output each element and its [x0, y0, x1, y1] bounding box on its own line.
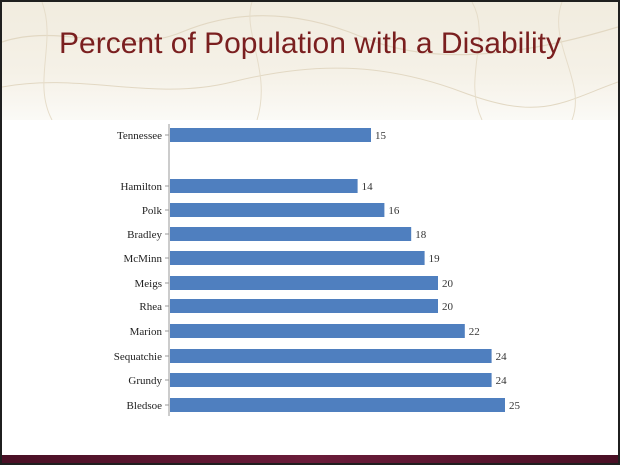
category-label: Grundy	[128, 375, 162, 387]
category-label: Hamilton	[120, 181, 162, 193]
bar-chart: Tennessee 15 Hamilton 14 Polk 16 Bradley 18 McMi…	[114, 124, 521, 416]
footer-bar	[2, 455, 618, 463]
bar-sequatchie	[170, 349, 492, 363]
bar-polk	[170, 203, 385, 217]
bar-bledsoe	[170, 398, 505, 412]
slide-title: Percent of Population with a Disability	[59, 27, 561, 60]
data-label: 16	[388, 205, 400, 217]
title-banner	[2, 2, 618, 120]
bar-rhea	[170, 299, 438, 313]
category-label: Rhea	[139, 301, 162, 313]
bar-hamilton	[170, 179, 358, 193]
category-label: Bledsoe	[127, 400, 163, 412]
bar-mcminn	[170, 251, 425, 265]
bar-grundy	[170, 373, 492, 387]
category-label: McMinn	[124, 253, 163, 265]
category-label: Polk	[142, 205, 163, 217]
data-label: 18	[415, 229, 427, 241]
data-label: 25	[509, 400, 521, 412]
data-label: 15	[375, 130, 387, 142]
data-label: 19	[429, 253, 441, 265]
bar-bradley	[170, 227, 412, 241]
category-label: Sequatchie	[114, 351, 162, 363]
category-label: Meigs	[135, 278, 163, 290]
data-label: 22	[469, 326, 480, 338]
map-background-decoration	[2, 2, 618, 120]
bar-marion	[170, 324, 465, 338]
data-label: 24	[496, 375, 508, 387]
category-label: Marion	[130, 326, 163, 338]
category-label: Bradley	[127, 229, 162, 241]
data-label: 24	[496, 351, 508, 363]
data-label: 20	[442, 278, 454, 290]
category-label: Tennessee	[117, 130, 162, 142]
data-label: 20	[442, 301, 454, 313]
bar-meigs	[170, 276, 438, 290]
bar-tennessee	[170, 128, 371, 142]
data-label: 14	[362, 181, 374, 193]
